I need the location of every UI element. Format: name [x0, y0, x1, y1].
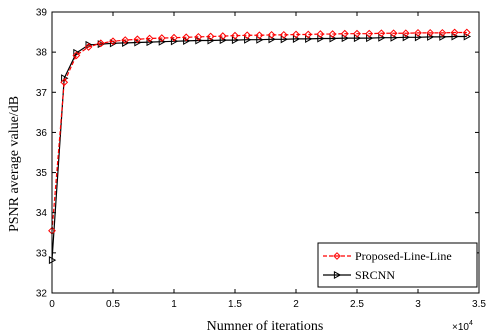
data-point-proposed-line-line	[316, 30, 325, 38]
data-point-srcnn	[146, 38, 154, 47]
data-point-proposed-line-line	[353, 29, 361, 38]
data-point-proposed-line-line	[145, 34, 154, 43]
data-point-proposed-line-line	[170, 33, 178, 42]
x-tick-label: 2.5	[350, 299, 364, 310]
data-point-proposed-line-line	[255, 31, 264, 40]
y-tick-label: 39	[36, 8, 48, 19]
data-point-proposed-line-line	[426, 28, 435, 37]
data-point-proposed-line-line	[389, 29, 398, 38]
x-tick-label: 1.5	[228, 299, 242, 310]
x-tick-label: 0.5	[106, 299, 120, 310]
data-point-proposed-line-line	[401, 29, 410, 38]
legend-box	[317, 242, 478, 288]
data-point-srcnn	[183, 36, 191, 45]
x-tick-label: 3.5	[472, 299, 486, 310]
data-point-proposed-line-line	[231, 31, 239, 40]
data-point-srcnn	[134, 38, 142, 47]
data-point-proposed-line-line	[328, 30, 337, 38]
series-layer	[48, 28, 472, 265]
data-point-proposed-line-line	[84, 43, 93, 51]
data-point-proposed-line-line	[96, 39, 105, 48]
legend-label-proposed-line-line: Proposed-Line-Line	[355, 249, 452, 263]
x-tick-label: 0	[49, 299, 55, 310]
x-axis-title: Numner of iterations	[207, 319, 324, 334]
data-point-proposed-line-line	[279, 30, 288, 39]
data-point-srcnn	[170, 37, 179, 46]
data-point-proposed-line-line	[414, 28, 422, 37]
axes-layer: 0 0.5 1 1.5 2 2.5 3 3.5 32 33 34 35 36 37 38 39	[36, 8, 487, 311]
legend-label-srcnn: SRCNN	[355, 268, 395, 282]
data-point-proposed-line-line	[121, 36, 130, 45]
axes-box	[51, 11, 480, 294]
data-point-proposed-line-line	[133, 35, 142, 44]
data-point-proposed-line-line	[72, 51, 81, 60]
data-point-proposed-line-line	[340, 29, 349, 38]
y-tick-label: 38	[36, 48, 48, 59]
data-point-srcnn	[122, 38, 130, 47]
data-point-proposed-line-line	[206, 32, 215, 41]
x-exponent-power: 4	[469, 320, 473, 327]
data-point-srcnn	[73, 48, 81, 57]
data-point-proposed-line-line	[438, 28, 447, 37]
y-axis-title: PSNR average value/dB	[7, 96, 22, 232]
data-point-proposed-line-line	[462, 28, 471, 37]
x-tick-label: 2	[293, 299, 299, 310]
data-point-proposed-line-line	[157, 34, 166, 42]
x-tick-label: 3	[415, 299, 421, 310]
x-exponent-label: ×104	[452, 320, 473, 333]
data-point-proposed-line-line	[450, 28, 459, 37]
data-point-proposed-line-line	[109, 37, 117, 46]
series-srcnn	[48, 32, 472, 265]
data-point-proposed-line-line	[182, 33, 191, 42]
data-point-srcnn	[195, 36, 203, 45]
data-point-srcnn	[158, 37, 167, 46]
data-point-proposed-line-line	[243, 31, 252, 40]
y-tick-label: 32	[36, 289, 48, 300]
data-point-proposed-line-line	[304, 30, 313, 39]
series-line-srcnn	[51, 35, 467, 261]
legend: Proposed-Line-Line SRCNN	[317, 242, 478, 288]
y-tick-label: 33	[36, 248, 48, 259]
y-tick-label: 34	[36, 208, 48, 219]
y-tick-label: 35	[36, 168, 48, 179]
legend-marker-srcnn	[333, 270, 342, 280]
y-tick-label: 36	[36, 128, 48, 139]
y-tick-label: 37	[36, 88, 48, 99]
data-point-proposed-line-line	[292, 30, 300, 39]
data-point-proposed-line-line	[377, 29, 386, 38]
series-proposed-line-line	[48, 28, 471, 235]
x-tick-label: 1	[171, 299, 177, 310]
data-point-proposed-line-line	[194, 32, 203, 41]
x-exponent-base: ×10	[452, 322, 469, 333]
legend-marker-proposed-line-line	[333, 252, 341, 260]
data-point-proposed-line-line	[218, 32, 227, 40]
data-point-proposed-line-line	[365, 29, 374, 38]
data-point-proposed-line-line	[267, 30, 276, 39]
data-point-proposed-line-line	[60, 78, 69, 87]
